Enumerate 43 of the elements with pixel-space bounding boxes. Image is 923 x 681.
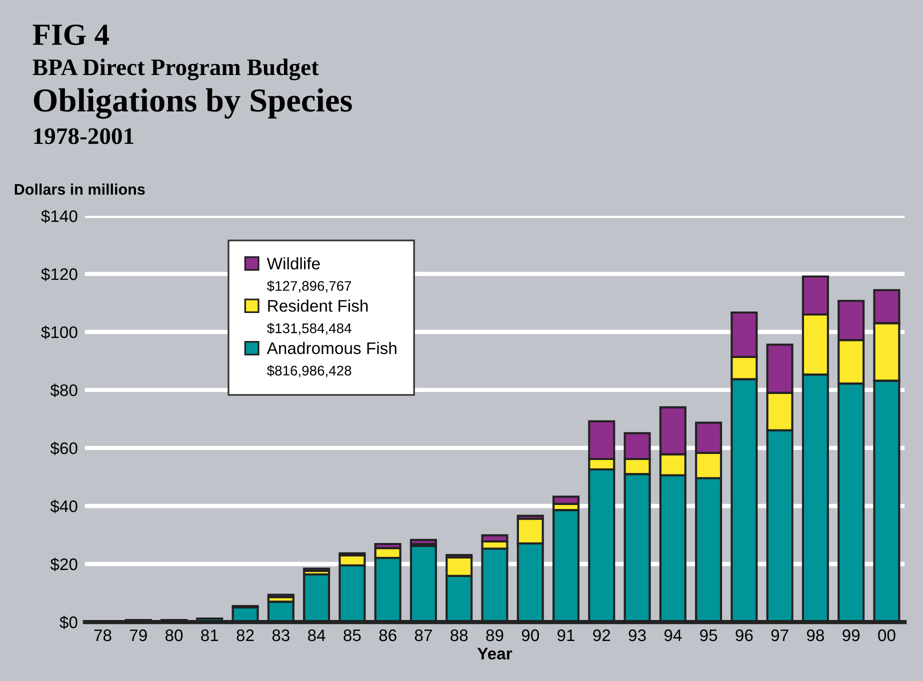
x-tick-label: 83 — [272, 629, 290, 642]
x-tick-label: 87 — [414, 629, 432, 642]
y-tick-label: $20 — [50, 558, 78, 572]
text: Obligations by Species — [34, 88, 352, 119]
x-tick-label: 96 — [736, 629, 753, 642]
x-tick-label: 99 — [842, 629, 860, 642]
x-tick-label: 93 — [628, 629, 646, 642]
chart-subtitle: BPA Direct Program Budget — [32, 58, 319, 80]
text: 1978-2001 — [34, 128, 134, 144]
annotation: $127,896,767 — [266, 280, 352, 293]
x-tick-label: 90 — [522, 629, 539, 642]
x-tick-label: 00 — [878, 629, 896, 642]
x-tick-label: 80 — [165, 629, 183, 642]
x-tick-label: 98 — [806, 629, 824, 642]
x-tick-label: 91 — [558, 629, 574, 642]
x-tick-label: 88 — [450, 629, 468, 642]
x-tick-label: 81 — [201, 629, 218, 642]
x-tick-label: 94 — [664, 629, 682, 642]
x-tick-label: 95 — [700, 629, 718, 642]
y-tick-label: $100 — [41, 326, 78, 340]
y-tick-label: $60 — [50, 442, 78, 456]
x-tick-label: 78 — [94, 629, 112, 642]
x-tick-label: 79 — [130, 629, 147, 642]
x-tick-label: 82 — [236, 629, 254, 642]
legend-label: Anadromous Fish — [266, 342, 396, 354]
x-tick-label: 84 — [308, 629, 326, 642]
x-tick-label: 97 — [771, 629, 788, 642]
annotation: $131,584,484 — [266, 322, 352, 335]
y-tick-label: $0 — [60, 616, 78, 630]
x-axis-title: Year — [477, 648, 512, 660]
x-tick-label: 86 — [379, 629, 396, 642]
legend-label: Wildlife — [266, 257, 320, 270]
legend-label: Resident Fish — [268, 300, 368, 312]
x-tick-label: 85 — [344, 629, 361, 642]
x-tick-label: 92 — [593, 629, 610, 642]
y-tick-label: $140 — [41, 210, 78, 224]
y-tick-label: $80 — [50, 384, 78, 398]
y-tick-label: $120 — [41, 268, 78, 282]
y-tick-label: $40 — [50, 500, 78, 514]
annotation: $816,986,428 — [266, 365, 352, 378]
x-tick-label: 89 — [486, 629, 504, 642]
chart-title: FIG 4 — [32, 24, 109, 46]
y-axis-title: Dollars in millions — [14, 184, 145, 195]
